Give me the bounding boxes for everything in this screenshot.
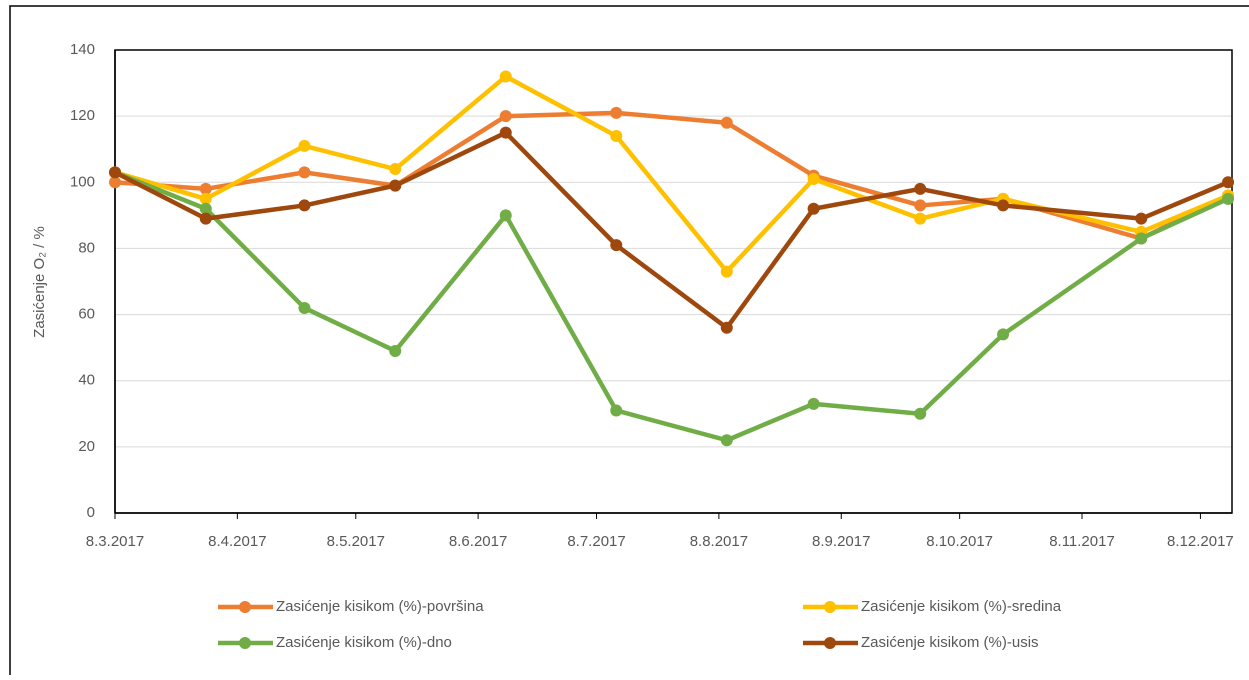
x-tick-label: 8.9.2017 bbox=[812, 533, 870, 550]
data-point bbox=[1222, 192, 1235, 205]
legend-label: Zasićenje kisikom (%)-površina bbox=[276, 598, 484, 615]
legend-marker bbox=[824, 601, 836, 613]
data-point bbox=[389, 163, 402, 176]
y-tick-label: 20 bbox=[78, 438, 95, 455]
x-tick-label: 8.10.2017 bbox=[926, 533, 993, 550]
data-point bbox=[1222, 176, 1235, 189]
data-point bbox=[610, 129, 623, 142]
x-tick-label: 8.11.2017 bbox=[1049, 533, 1115, 550]
data-point bbox=[298, 301, 311, 314]
data-point bbox=[109, 166, 121, 179]
x-tick-label: 8.7.2017 bbox=[567, 533, 625, 550]
data-point bbox=[720, 434, 733, 447]
data-point bbox=[199, 212, 212, 225]
data-point bbox=[499, 126, 512, 139]
data-point bbox=[914, 212, 927, 225]
y-tick-label: 120 bbox=[70, 107, 95, 124]
data-point bbox=[610, 106, 623, 119]
data-point bbox=[610, 239, 623, 252]
legend-label: Zasićenje kisikom (%)-usis bbox=[861, 634, 1039, 651]
data-point bbox=[997, 199, 1010, 212]
y-tick-label: 0 bbox=[87, 504, 95, 521]
legend-marker bbox=[239, 637, 251, 649]
legend-label: Zasićenje kisikom (%)-sredina bbox=[861, 598, 1062, 615]
data-point bbox=[389, 344, 402, 357]
data-point bbox=[199, 192, 212, 205]
data-point bbox=[997, 328, 1010, 341]
data-point bbox=[807, 202, 820, 215]
y-axis-label: Zasićenje O₂ / % bbox=[31, 226, 48, 338]
data-point bbox=[807, 397, 820, 410]
data-point bbox=[914, 182, 927, 195]
series-line bbox=[114, 170, 1229, 443]
data-point bbox=[499, 209, 512, 222]
data-point bbox=[199, 182, 212, 195]
data-point bbox=[914, 199, 927, 212]
data-point bbox=[914, 407, 927, 420]
data-point bbox=[1135, 232, 1148, 245]
series-line bbox=[113, 130, 1229, 331]
x-tick-label: 8.5.2017 bbox=[327, 533, 385, 550]
x-tick-label: 8.3.2017 bbox=[86, 533, 144, 550]
data-point bbox=[298, 166, 311, 179]
data-point bbox=[720, 265, 733, 278]
y-tick-label: 60 bbox=[78, 306, 95, 323]
data-point bbox=[720, 321, 733, 334]
data-point bbox=[389, 179, 402, 192]
legend-marker bbox=[824, 637, 836, 649]
x-tick-label: 8.4.2017 bbox=[208, 533, 266, 550]
series-line bbox=[114, 74, 1229, 274]
data-point bbox=[610, 404, 623, 417]
data-point bbox=[298, 199, 311, 212]
legend-label: Zasićenje kisikom (%)-dno bbox=[276, 634, 452, 651]
data-point bbox=[720, 116, 733, 129]
x-tick-label: 8.12.2017 bbox=[1167, 533, 1234, 550]
data-point bbox=[807, 172, 820, 185]
data-point bbox=[199, 202, 212, 215]
x-tick-label: 8.8.2017 bbox=[690, 533, 748, 550]
y-tick-label: 40 bbox=[78, 372, 95, 389]
plot-border bbox=[114, 49, 1233, 514]
data-point bbox=[1135, 212, 1148, 225]
y-tick-label: 100 bbox=[70, 173, 95, 190]
data-point bbox=[298, 139, 311, 152]
legend-marker bbox=[239, 601, 251, 613]
chart-border bbox=[9, 5, 1249, 680]
y-tick-label: 80 bbox=[78, 239, 95, 256]
data-point bbox=[499, 110, 512, 123]
x-tick-label: 8.6.2017 bbox=[449, 533, 507, 550]
y-tick-label: 140 bbox=[70, 41, 95, 58]
data-point bbox=[109, 176, 121, 189]
data-point bbox=[499, 70, 512, 83]
